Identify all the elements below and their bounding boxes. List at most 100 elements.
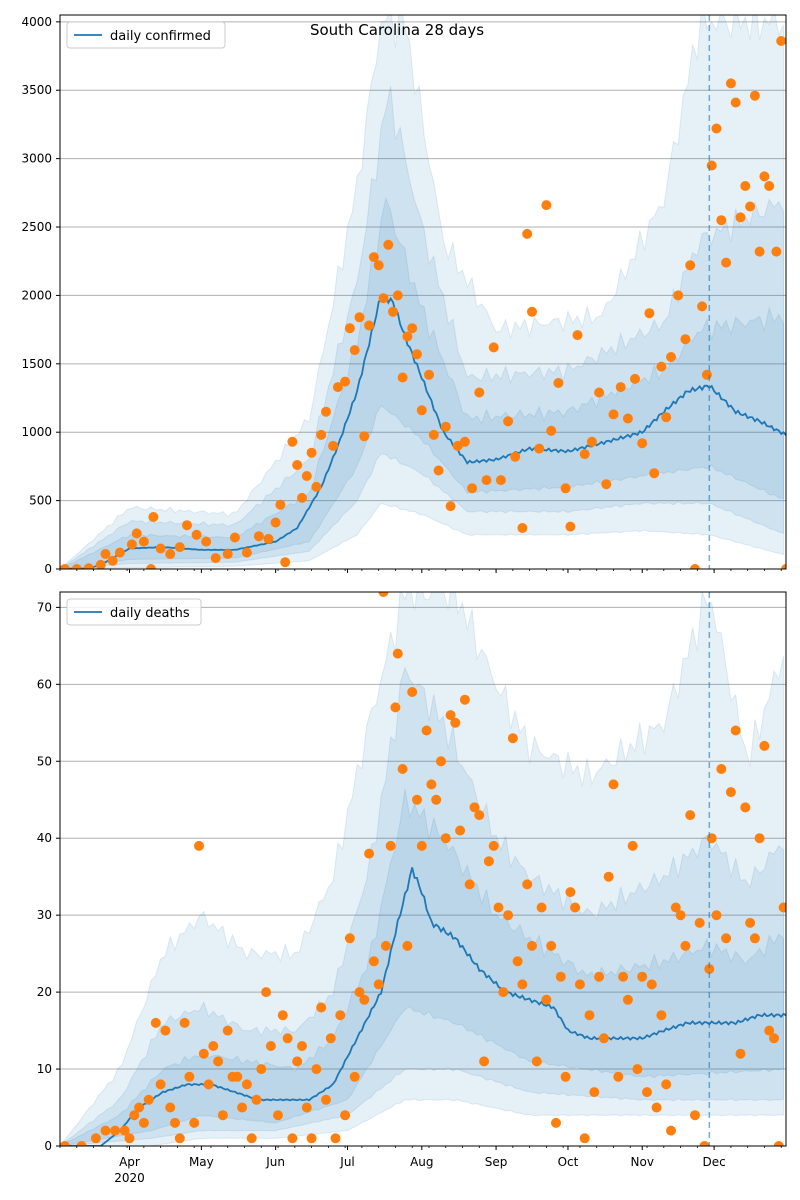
observation-point (359, 431, 370, 442)
observation-point (340, 1110, 351, 1121)
observation-point (76, 1141, 87, 1146)
observation-point (378, 592, 389, 597)
observation-point (138, 536, 149, 547)
y-tick-label: 70 (37, 600, 52, 614)
observation-point (646, 979, 657, 990)
y-tick-label: 20 (37, 985, 52, 999)
legend-label: daily deaths (110, 606, 190, 621)
observation-point (165, 1102, 176, 1113)
observation-point (251, 1094, 262, 1105)
observation-point (771, 246, 782, 257)
observation-point (170, 1117, 180, 1128)
observation-point (213, 1056, 224, 1067)
observation-point (642, 1087, 652, 1098)
observation-point (306, 447, 317, 458)
observation-point (301, 471, 312, 481)
observation-point (745, 917, 756, 928)
observation-point (306, 1133, 317, 1144)
observation-point (510, 451, 521, 462)
observation-point (134, 1102, 145, 1113)
observation-point (263, 533, 274, 544)
observation-point (332, 382, 343, 393)
observation-point (445, 710, 456, 721)
observation-point (594, 971, 605, 982)
mean-line (60, 867, 786, 1146)
observation-point (131, 528, 142, 539)
observation-point (759, 171, 770, 182)
observation-point (148, 512, 159, 522)
observation-point (749, 933, 760, 944)
observation-point (754, 833, 765, 844)
observation-point (201, 536, 212, 547)
observation-point (764, 1025, 775, 1036)
observation-point (704, 964, 715, 974)
observation-point (649, 468, 660, 479)
observation-point (383, 239, 394, 250)
observation-point (622, 994, 633, 1005)
y-tick-label: 60 (37, 677, 52, 691)
observation-point (522, 228, 533, 239)
observation-point (280, 557, 291, 568)
observation-point (493, 902, 504, 913)
observation-point (488, 840, 499, 851)
observation-point (160, 1025, 171, 1036)
observation-point (608, 409, 619, 420)
observation-point (560, 1071, 571, 1082)
observation-point (716, 215, 727, 226)
observation-point (155, 543, 166, 554)
y-tick-label: 0 (44, 562, 52, 576)
observation-point (697, 301, 708, 312)
observation-point (541, 994, 552, 1005)
observation-point (232, 1071, 243, 1082)
observation-point (488, 342, 499, 353)
observation-point (522, 879, 533, 890)
observation-point (730, 725, 741, 736)
observation-point (397, 764, 408, 774)
observation-point (165, 549, 176, 559)
observation-point (229, 532, 240, 543)
uncertainty-band (60, 15, 785, 569)
observation-point (721, 933, 732, 944)
observation-point (412, 794, 422, 805)
observation-point (531, 1056, 542, 1067)
observation-point (433, 465, 444, 476)
observation-point (287, 1133, 298, 1144)
observation-point (656, 361, 667, 372)
x-tick-label: Aug (410, 1155, 433, 1169)
observation-point (388, 306, 398, 317)
observation-point (675, 910, 686, 921)
y-tick-label: 1000 (21, 425, 52, 439)
y-tick-label: 3500 (21, 83, 52, 97)
observation-point (517, 523, 528, 533)
observation-point (469, 802, 480, 813)
observation-point (390, 702, 401, 713)
observation-point (261, 987, 272, 998)
observation-point (222, 549, 233, 559)
observation-point (222, 1025, 233, 1036)
observation-point (203, 1079, 214, 1090)
observation-point (344, 933, 355, 944)
observation-point (378, 293, 389, 304)
y-tick-label: 2500 (21, 220, 52, 234)
observation-point (740, 802, 751, 813)
observation-point (100, 1125, 111, 1136)
observation-point (579, 1133, 590, 1144)
observation-point (749, 90, 760, 101)
observation-point (354, 987, 365, 998)
observation-point (479, 1056, 490, 1067)
observation-point (146, 564, 156, 569)
observation-point (237, 1102, 248, 1113)
observation-point (673, 290, 684, 301)
y-tick-label: 500 (29, 494, 52, 508)
observation-point (368, 252, 379, 263)
observation-point (71, 564, 82, 569)
observation-point (666, 1125, 676, 1136)
observation-point (138, 1117, 149, 1128)
observation-point (436, 756, 446, 767)
y-tick-label: 3000 (21, 152, 52, 166)
observation-point (385, 840, 396, 851)
observation-point (297, 492, 307, 503)
observation-point (711, 910, 722, 921)
observation-point (349, 1071, 360, 1082)
observation-point (335, 1010, 346, 1021)
